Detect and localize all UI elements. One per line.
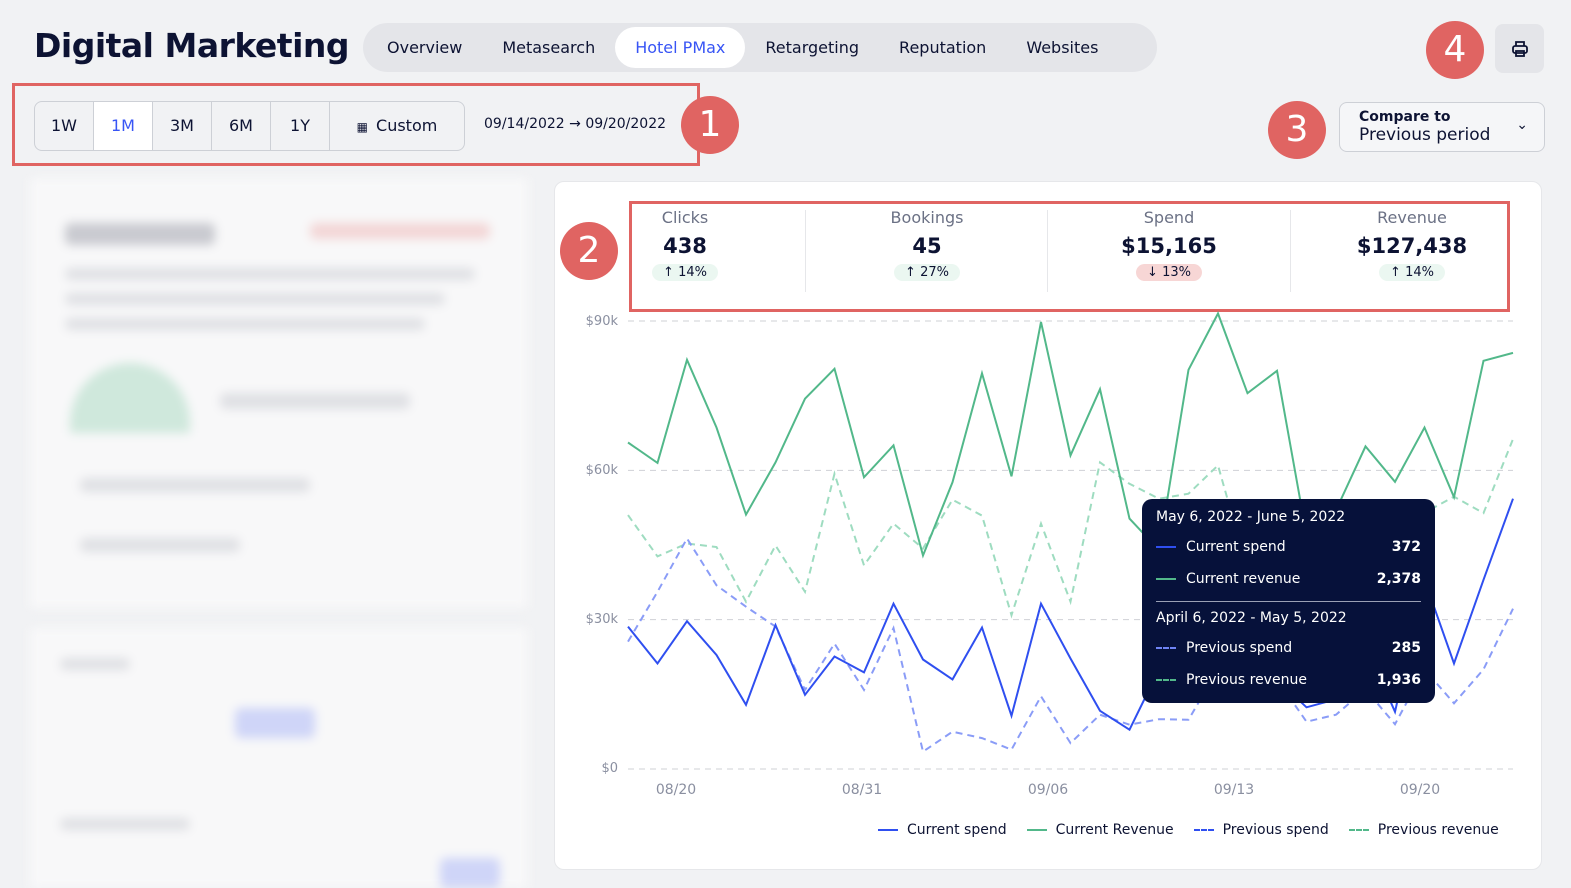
date-range-selector: 1W 1M 3M 6M 1Y ▦ Custom (34, 101, 465, 151)
y-tick-label: $60k (585, 463, 618, 478)
legend-item[interactable]: Current spend (878, 822, 1007, 838)
callout-badge-1: 1 (681, 96, 739, 154)
calendar-icon: ▦ (356, 120, 369, 134)
range-custom-button[interactable]: ▦ Custom (330, 102, 464, 150)
tab-reputation[interactable]: Reputation (899, 38, 987, 57)
kpi-value: 438 (663, 234, 707, 258)
y-tick-label: $30k (585, 612, 618, 627)
legend-item[interactable]: Previous spend (1193, 822, 1329, 838)
tooltip-row: Previous spend 285 (1156, 632, 1421, 664)
chart-legend: Current spend Current Revenue Previous s… (878, 822, 1499, 838)
x-tick-label: 09/06 (1027, 782, 1069, 798)
arrow-up-icon: ↑ (1390, 265, 1401, 280)
kpi-revenue: Revenue $127,438 ↑ 14% (1327, 208, 1497, 281)
tooltip-row: Previous revenue 1,936 (1156, 664, 1421, 696)
tab-bar: Overview Metasearch Hotel PMax Retargeti… (363, 23, 1157, 72)
kpi-value: 45 (912, 234, 942, 258)
kpi-change: ↑ 14% (1379, 264, 1445, 281)
compare-value: Previous period (1359, 125, 1491, 145)
printer-icon (1511, 40, 1528, 57)
custom-label: Custom (376, 116, 438, 135)
tab-metasearch[interactable]: Metasearch (502, 38, 596, 57)
range-6m-button[interactable]: 6M (212, 102, 271, 150)
tooltip-row: Current revenue 2,378 (1156, 563, 1421, 595)
range-3m-button[interactable]: 3M (153, 102, 212, 150)
callout-badge-2: 2 (560, 222, 618, 280)
tab-websites[interactable]: Websites (1026, 38, 1099, 57)
blurred-panel-2 (30, 628, 528, 888)
callout-badge-4: 4 (1426, 21, 1484, 79)
series-line-current-revenue[interactable] (627, 311, 1514, 559)
blurred-panel (30, 178, 528, 608)
kpi-value: $127,438 (1356, 234, 1468, 258)
selected-date-range: 09/14/2022 → 09/20/2022 (484, 116, 667, 132)
print-button[interactable] (1495, 24, 1544, 73)
kpi-label: Spend (1143, 208, 1195, 227)
chart-tooltip: May 6, 2022 - June 5, 2022 Current spend… (1142, 499, 1435, 703)
range-1m-button[interactable]: 1M (94, 102, 153, 150)
kpi-label: Clicks (661, 208, 709, 227)
chevron-down-icon: ⌄ (1516, 117, 1528, 133)
x-tick-label: 08/20 (655, 782, 697, 798)
kpi-clicks: Clicks 438 ↑ 14% (600, 208, 770, 281)
kpi-bookings: Bookings 45 ↑ 27% (842, 208, 1012, 281)
arrow-down-icon: ↓ (1147, 265, 1158, 280)
callout-box-2 (629, 201, 1510, 312)
tooltip-row: Current spend 372 (1156, 531, 1421, 563)
range-1y-button[interactable]: 1Y (271, 102, 330, 150)
kpi-label: Revenue (1377, 208, 1447, 227)
kpi-value: $15,165 (1121, 234, 1217, 258)
legend-item[interactable]: Previous revenue (1348, 822, 1499, 838)
page-title: Digital Marketing (34, 26, 350, 65)
kpi-change: ↓ 13% (1136, 264, 1202, 281)
kpi-spend: Spend $15,165 ↓ 13% (1084, 208, 1254, 281)
tooltip-current-period: May 6, 2022 - June 5, 2022 (1156, 509, 1346, 525)
tooltip-previous-period: April 6, 2022 - May 5, 2022 (1156, 610, 1347, 626)
y-tick-label: $90k (585, 314, 618, 329)
callout-badge-3: 3 (1268, 101, 1326, 159)
compare-label: Compare to (1359, 109, 1451, 125)
kpi-change: ↑ 27% (894, 264, 960, 281)
kpi-label: Bookings (890, 208, 964, 227)
y-tick-label: $0 (601, 761, 618, 776)
x-tick-label: 09/20 (1399, 782, 1441, 798)
arrow-up-icon: ↑ (663, 265, 674, 280)
range-1w-button[interactable]: 1W (35, 102, 94, 150)
compare-to-dropdown[interactable]: Compare to Previous period ⌄ (1339, 102, 1545, 152)
x-tick-label: 08/31 (841, 782, 883, 798)
x-tick-label: 09/13 (1213, 782, 1255, 798)
arrow-up-icon: ↑ (905, 265, 916, 280)
legend-item[interactable]: Current Revenue (1026, 822, 1174, 838)
tab-retargeting[interactable]: Retargeting (765, 38, 860, 57)
tab-overview[interactable]: Overview (387, 38, 463, 57)
tab-hotel-pmax[interactable]: Hotel PMax (615, 27, 746, 68)
kpi-change: ↑ 14% (652, 264, 718, 281)
